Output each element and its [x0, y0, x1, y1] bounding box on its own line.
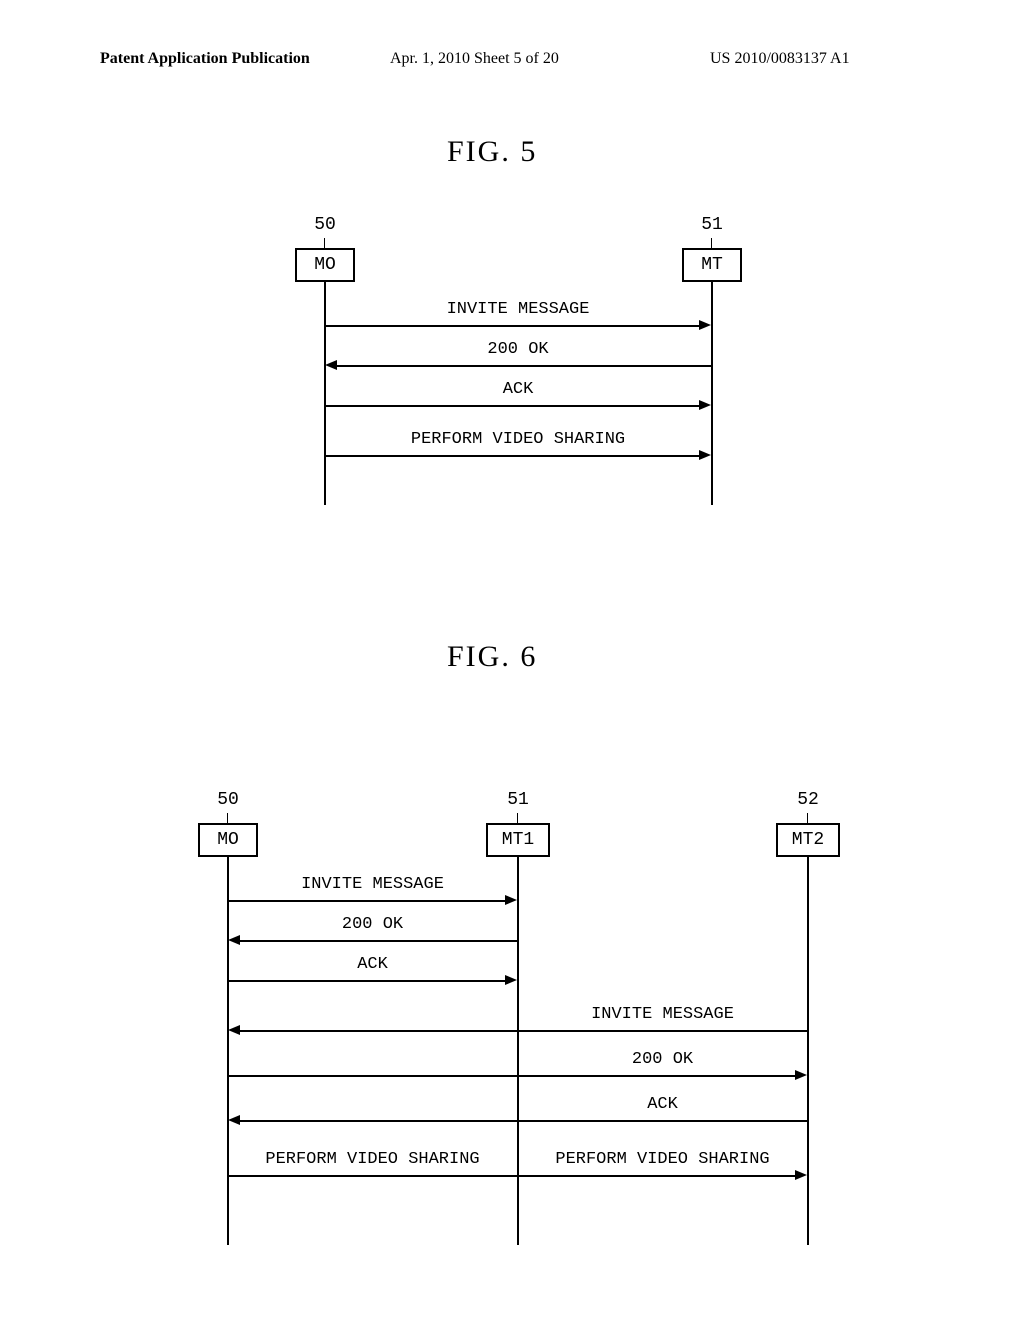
fig6-c1-text: PERFORM VIDEO SHARING — [228, 1150, 517, 1169]
fig5-msg2-arrow — [325, 360, 337, 370]
fig5-msg1-text: INVITE MESSAGE — [325, 300, 711, 319]
fig6-c2-text: PERFORM VIDEO SHARING — [518, 1150, 807, 1169]
fig6-a3-line — [228, 980, 505, 982]
fig5-msg4-line — [325, 455, 699, 457]
fig6-mo-num: 50 — [208, 790, 248, 810]
fig5-msg1-line — [325, 325, 699, 327]
fig5-msg2-line — [337, 365, 711, 367]
fig6-mt1-tick — [517, 813, 518, 823]
fig6-c-arrow — [795, 1170, 807, 1180]
fig6-mo-box: MO — [198, 823, 258, 857]
fig5-msg3-arrow — [699, 400, 711, 410]
fig5-mt-tick — [711, 238, 712, 248]
fig6-a2-text: 200 OK — [228, 915, 517, 934]
fig6-a3-text: ACK — [228, 955, 517, 974]
fig6-mt2-box: MT2 — [776, 823, 840, 857]
fig6-b3-text: ACK — [518, 1095, 807, 1114]
fig6-b3-line — [240, 1120, 807, 1122]
fig6-a3-arrow — [505, 975, 517, 985]
fig5-msg4-text: PERFORM VIDEO SHARING — [325, 430, 711, 449]
fig6-mo-tick — [227, 813, 228, 823]
fig6-c-line — [228, 1175, 795, 1177]
fig6-a2-arrow — [228, 935, 240, 945]
fig6-mt2-tick — [807, 813, 808, 823]
fig5-msg3-text: ACK — [325, 380, 711, 399]
fig6-b2-arrow — [795, 1070, 807, 1080]
fig5-mo-box: MO — [295, 248, 355, 282]
fig5-mt-lifeline — [711, 280, 713, 505]
header-right: US 2010/0083137 A1 — [710, 50, 850, 68]
fig5-title: FIG. 5 — [447, 135, 537, 169]
fig5-mo-num: 50 — [305, 215, 345, 235]
fig5-msg1-arrow — [699, 320, 711, 330]
fig6-title: FIG. 6 — [447, 640, 537, 674]
fig6-mt1-num: 51 — [498, 790, 538, 810]
fig6-b1-line — [240, 1030, 807, 1032]
fig6-mt1-box: MT1 — [486, 823, 550, 857]
fig6-b2-text: 200 OK — [518, 1050, 807, 1069]
fig6-a2-line — [240, 940, 517, 942]
fig5-msg3-line — [325, 405, 699, 407]
fig6-mt2-lifeline — [807, 855, 809, 1245]
fig5-msg4-arrow — [699, 450, 711, 460]
header-left: Patent Application Publication — [100, 50, 310, 68]
fig6-mo-lifeline — [227, 855, 229, 1245]
header-mid: Apr. 1, 2010 Sheet 5 of 20 — [390, 50, 559, 68]
fig6-b1-arrow — [228, 1025, 240, 1035]
fig6-a1-line — [228, 900, 505, 902]
fig5-mt-box: MT — [682, 248, 742, 282]
fig5-mt-num: 51 — [692, 215, 732, 235]
fig6-b2-line — [228, 1075, 795, 1077]
fig5-mo-tick — [324, 238, 325, 248]
fig5-msg2-text: 200 OK — [325, 340, 711, 359]
fig6-b1-text: INVITE MESSAGE — [518, 1005, 807, 1024]
fig6-mt2-num: 52 — [788, 790, 828, 810]
fig6-b3-arrow — [228, 1115, 240, 1125]
fig6-a1-text: INVITE MESSAGE — [228, 875, 517, 894]
fig6-a1-arrow — [505, 895, 517, 905]
